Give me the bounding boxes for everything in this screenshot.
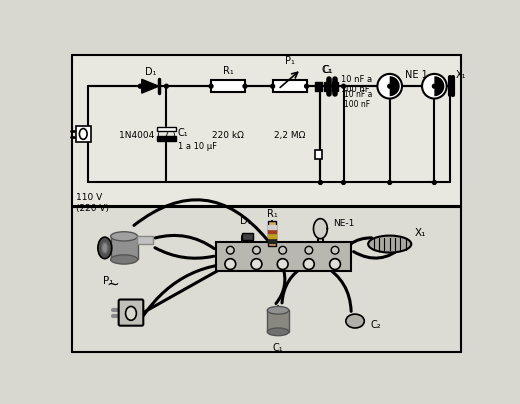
Bar xyxy=(75,126,91,142)
Circle shape xyxy=(305,246,313,254)
Text: 10 nF a
100 nF: 10 nF a 100 nF xyxy=(344,90,372,109)
Text: 110 V
(220 V): 110 V (220 V) xyxy=(76,193,109,213)
Bar xyxy=(72,207,461,352)
Text: P₁: P₁ xyxy=(284,56,294,66)
Circle shape xyxy=(271,84,275,88)
Ellipse shape xyxy=(126,306,136,320)
Bar xyxy=(111,236,138,259)
Bar xyxy=(157,127,176,131)
Circle shape xyxy=(318,181,322,184)
Bar xyxy=(157,136,176,141)
Bar xyxy=(268,225,276,229)
Bar xyxy=(268,234,276,238)
Circle shape xyxy=(388,181,392,184)
Bar xyxy=(72,55,461,206)
Polygon shape xyxy=(142,79,159,93)
Circle shape xyxy=(342,181,345,184)
Bar xyxy=(332,82,338,91)
Circle shape xyxy=(164,84,168,88)
Text: 1N4004 ( 7 ): 1N4004 ( 7 ) xyxy=(119,131,175,140)
Bar xyxy=(267,310,289,332)
Circle shape xyxy=(277,259,288,269)
Ellipse shape xyxy=(80,128,87,139)
Ellipse shape xyxy=(267,306,289,314)
Bar xyxy=(272,80,307,93)
Ellipse shape xyxy=(111,255,137,264)
Circle shape xyxy=(422,74,447,99)
Text: D₁: D₁ xyxy=(240,217,252,226)
Text: NE 1: NE 1 xyxy=(405,70,428,80)
Circle shape xyxy=(243,84,247,88)
Text: R₁: R₁ xyxy=(223,66,233,76)
Circle shape xyxy=(209,84,213,88)
Text: 1 a 10 μF: 1 a 10 μF xyxy=(178,142,217,151)
Bar xyxy=(268,221,276,246)
Bar xyxy=(216,242,351,271)
Text: C₁: C₁ xyxy=(322,65,333,75)
Ellipse shape xyxy=(111,232,137,241)
Bar xyxy=(268,229,276,233)
Circle shape xyxy=(304,259,314,269)
Bar xyxy=(315,82,322,91)
Circle shape xyxy=(433,181,436,184)
Text: X₁: X₁ xyxy=(456,70,466,80)
Text: X₁: X₁ xyxy=(414,228,426,238)
Circle shape xyxy=(253,246,261,254)
Ellipse shape xyxy=(102,242,108,253)
Circle shape xyxy=(388,84,392,88)
Polygon shape xyxy=(314,219,327,239)
Circle shape xyxy=(225,259,236,269)
Wedge shape xyxy=(389,76,400,96)
Ellipse shape xyxy=(346,314,365,328)
Circle shape xyxy=(251,259,262,269)
Circle shape xyxy=(138,84,142,88)
Circle shape xyxy=(227,246,234,254)
Text: ~: ~ xyxy=(106,277,119,292)
Circle shape xyxy=(433,84,436,88)
Text: P₁: P₁ xyxy=(103,276,114,286)
Bar xyxy=(268,239,276,242)
Ellipse shape xyxy=(98,237,112,259)
Circle shape xyxy=(330,259,341,269)
Bar xyxy=(137,236,152,244)
Text: R₁: R₁ xyxy=(267,209,277,219)
Circle shape xyxy=(342,84,345,88)
Bar xyxy=(315,150,322,159)
FancyBboxPatch shape xyxy=(119,299,144,326)
Text: NE-1: NE-1 xyxy=(333,219,354,228)
Circle shape xyxy=(305,84,308,88)
Ellipse shape xyxy=(267,328,289,336)
Text: 10 nF a
100 nF: 10 nF a 100 nF xyxy=(341,75,372,95)
Bar xyxy=(242,233,253,240)
Circle shape xyxy=(318,84,322,88)
Bar xyxy=(157,127,176,131)
Bar xyxy=(324,82,330,91)
Circle shape xyxy=(279,246,287,254)
Bar xyxy=(211,80,245,93)
Text: D₁: D₁ xyxy=(145,67,157,77)
Text: 220 kΩ: 220 kΩ xyxy=(212,131,244,140)
Text: C₁: C₁ xyxy=(178,128,189,138)
Text: C₁: C₁ xyxy=(321,65,332,76)
Text: C₂: C₂ xyxy=(370,320,381,330)
Text: C₁: C₁ xyxy=(272,343,283,353)
Wedge shape xyxy=(434,76,445,96)
Text: 2,2 MΩ: 2,2 MΩ xyxy=(274,131,305,140)
Circle shape xyxy=(331,246,339,254)
Ellipse shape xyxy=(368,236,411,252)
Circle shape xyxy=(378,74,402,99)
